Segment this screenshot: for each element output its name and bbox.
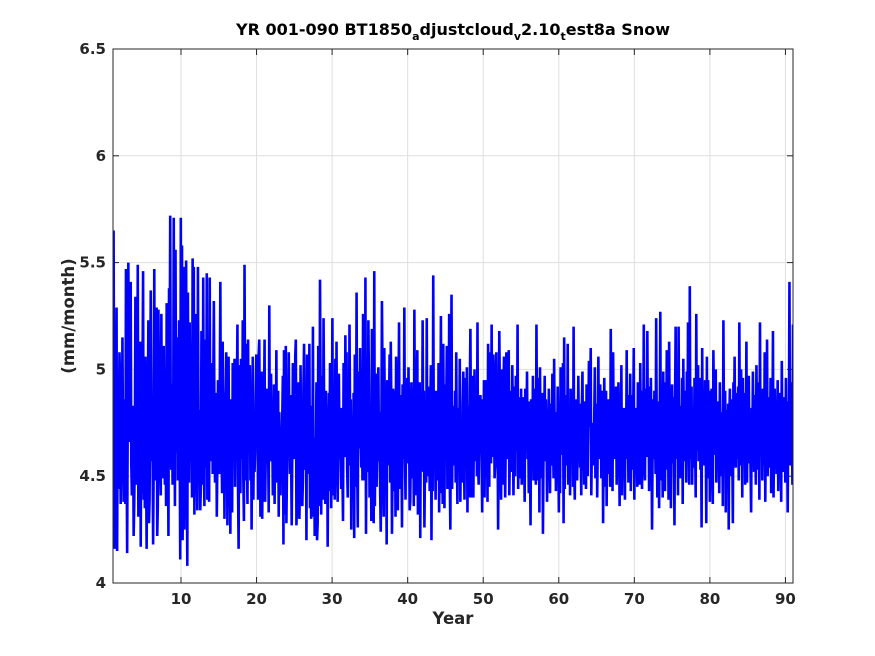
y-tick-label: 4.5 xyxy=(79,467,106,485)
title-segment: est8a Snow xyxy=(566,20,670,39)
y-axis-label: (mm/month) xyxy=(59,258,78,373)
chart-title: YR 001-090 BT1850adjustcloudv2.10test8a … xyxy=(235,20,670,43)
x-tick-label: 20 xyxy=(246,590,267,608)
title-subscript: a xyxy=(412,30,419,43)
series-line xyxy=(113,215,793,566)
title-segment: 2.10 xyxy=(521,20,560,39)
title-segment: YR 001-090 BT1850 xyxy=(235,20,412,39)
x-tick-label: 30 xyxy=(322,590,343,608)
y-tick-labels: 4 4.5 5 5.5 6 6.5 xyxy=(79,40,106,592)
x-tick-label: 10 xyxy=(171,590,192,608)
x-tick-label: 90 xyxy=(775,590,796,608)
x-tick-label: 40 xyxy=(397,590,418,608)
x-tick-labels: 10 20 30 40 50 60 70 80 90 xyxy=(171,590,796,608)
y-tick-label: 6 xyxy=(96,147,106,165)
title-segment: djustcloud xyxy=(420,20,514,39)
x-tick-label: 60 xyxy=(548,590,569,608)
axes-box xyxy=(112,48,794,584)
x-axis-label: Year xyxy=(432,609,475,628)
y-tick-label: 5.5 xyxy=(79,254,106,272)
x-tick-label: 70 xyxy=(624,590,645,608)
series-layer xyxy=(113,215,793,566)
y-tick-label: 4 xyxy=(96,574,106,592)
x-tick-label: 50 xyxy=(473,590,494,608)
y-tick-label: 6.5 xyxy=(79,40,106,58)
title-subscript: v xyxy=(514,30,522,43)
title-subscript: t xyxy=(561,30,566,43)
y-tick-label: 5 xyxy=(96,360,106,378)
x-tick-label: 80 xyxy=(699,590,720,608)
